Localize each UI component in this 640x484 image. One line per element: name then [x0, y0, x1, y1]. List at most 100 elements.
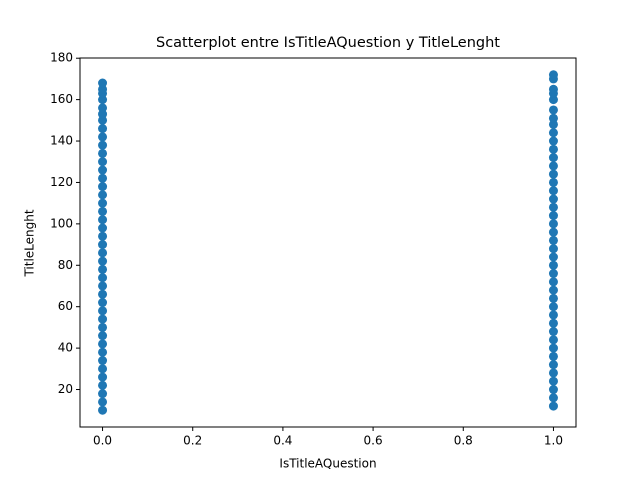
point	[98, 231, 108, 241]
point	[98, 256, 108, 266]
point	[548, 177, 558, 187]
y-axis-label: TitleLenght	[23, 209, 37, 277]
point	[548, 153, 558, 163]
point	[548, 194, 558, 204]
x-tick-label: 0.0	[93, 434, 112, 448]
point	[98, 248, 108, 258]
point	[98, 314, 108, 324]
point	[548, 260, 558, 270]
point	[548, 376, 558, 386]
point	[548, 161, 558, 171]
point	[548, 105, 558, 115]
x-tick-label: 1.0	[544, 434, 563, 448]
point	[548, 144, 558, 154]
point	[548, 169, 558, 179]
point	[98, 240, 108, 250]
point	[548, 351, 558, 361]
point	[98, 115, 108, 125]
point	[98, 306, 108, 316]
point	[548, 252, 558, 262]
y-tick-label: 100	[50, 216, 73, 230]
point	[98, 289, 108, 299]
point	[98, 215, 108, 225]
point	[548, 277, 558, 287]
x-tick-label: 0.4	[273, 434, 292, 448]
point	[98, 372, 108, 382]
point	[98, 109, 108, 119]
x-axis-label: IsTitleAQuestion	[279, 457, 376, 471]
y-tick-label: 160	[50, 92, 73, 106]
point	[98, 124, 108, 134]
point	[548, 327, 558, 337]
y-tick-label: 180	[50, 51, 73, 65]
point	[98, 339, 108, 349]
point	[98, 298, 108, 308]
x-tick-label: 0.8	[454, 434, 473, 448]
point	[548, 368, 558, 378]
point	[98, 206, 108, 216]
y-tick-label: 140	[50, 134, 73, 148]
point	[548, 401, 558, 411]
point	[548, 136, 558, 146]
point	[548, 95, 558, 105]
point	[98, 190, 108, 200]
point	[98, 78, 108, 88]
point	[98, 331, 108, 341]
y-tick-label: 60	[58, 299, 73, 313]
point	[98, 364, 108, 374]
point	[548, 84, 558, 94]
point	[548, 269, 558, 279]
point	[98, 405, 108, 415]
point	[548, 335, 558, 345]
point	[98, 264, 108, 274]
point	[98, 182, 108, 192]
point	[548, 219, 558, 229]
point	[98, 173, 108, 183]
point	[98, 397, 108, 407]
point	[548, 385, 558, 395]
point	[98, 389, 108, 399]
point	[548, 393, 558, 403]
point	[548, 235, 558, 245]
y-tick-label: 80	[58, 258, 73, 272]
x-tick-label: 0.2	[183, 434, 202, 448]
point	[98, 165, 108, 175]
point	[548, 202, 558, 212]
point	[98, 322, 108, 332]
point	[548, 227, 558, 237]
point	[548, 128, 558, 138]
point	[548, 318, 558, 328]
point	[548, 186, 558, 196]
point	[98, 356, 108, 366]
point	[98, 157, 108, 167]
chart-title: Scatterplot entre IsTitleAQuestion y Tit…	[156, 35, 500, 51]
point	[548, 285, 558, 295]
point	[548, 343, 558, 353]
y-tick-label: 20	[58, 382, 73, 396]
point	[548, 293, 558, 303]
point	[548, 70, 558, 80]
point	[548, 119, 558, 129]
x-tick-label: 0.6	[364, 434, 383, 448]
y-tick-label: 120	[50, 175, 73, 189]
point	[98, 95, 108, 105]
point	[548, 310, 558, 320]
point	[548, 302, 558, 312]
point	[98, 132, 108, 142]
point	[98, 84, 108, 94]
point	[98, 380, 108, 390]
point	[98, 198, 108, 208]
point	[98, 140, 108, 150]
point	[98, 281, 108, 291]
plot-frame	[79, 57, 577, 428]
point	[548, 211, 558, 221]
point	[548, 113, 558, 123]
point	[98, 347, 108, 357]
point	[98, 103, 108, 113]
y-tick-label: 40	[58, 341, 73, 355]
point	[98, 148, 108, 158]
point	[548, 360, 558, 370]
point	[98, 273, 108, 283]
